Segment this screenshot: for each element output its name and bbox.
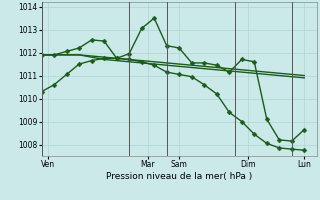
X-axis label: Pression niveau de la mer( hPa ): Pression niveau de la mer( hPa ) — [106, 172, 252, 181]
